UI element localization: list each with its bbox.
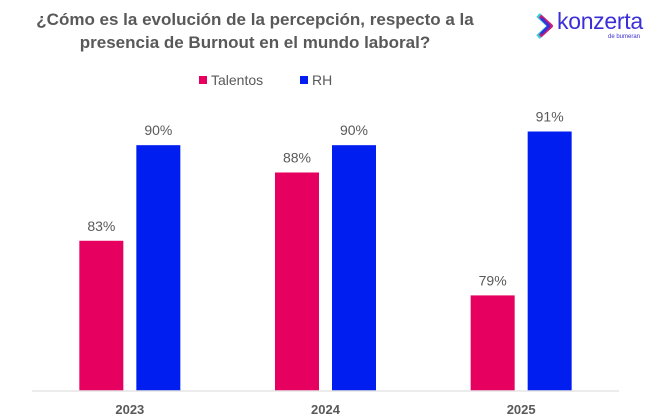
chart-title-line-2: presencia de Burnout en el mundo laboral… <box>79 33 431 52</box>
logo-wordmark: konzerta <box>557 8 643 34</box>
bar-talentos-2024 <box>275 172 319 391</box>
chart-title: ¿Cómo es la evolución de la percepción, … <box>20 8 490 54</box>
logo-subtitle: de bumeran <box>608 34 641 40</box>
data-label-rh-2023: 90% <box>144 122 172 138</box>
bar-rh-2024 <box>332 145 376 391</box>
legend-item-talentos: Talentos <box>199 72 263 88</box>
data-label-rh-2024: 90% <box>340 122 368 138</box>
konzerta-logo: konzerta de bumeran <box>536 8 646 45</box>
data-label-talentos-2025: 79% <box>479 272 507 288</box>
bar-talentos-2023 <box>79 240 124 391</box>
legend-swatch-talentos <box>199 76 207 84</box>
logo-chevron-icon <box>536 13 553 39</box>
legend-item-rh: RH <box>300 72 332 88</box>
legend-label-talentos: Talentos <box>211 72 264 88</box>
x-tick-label-2023: 2023 <box>115 402 144 417</box>
data-label-rh-2025: 91% <box>536 109 564 125</box>
bar-talentos-2025 <box>470 295 515 391</box>
x-tick-label-2024: 2024 <box>311 402 341 417</box>
data-label-talentos-2023: 83% <box>87 218 115 234</box>
bar-rh-2025 <box>527 131 572 391</box>
legend-swatch-rh <box>300 76 308 84</box>
chart-title-line-1: ¿Cómo es la evolución de la percepción, … <box>36 10 474 29</box>
x-tick-label-2025: 2025 <box>507 402 536 417</box>
data-label-talentos-2024: 88% <box>283 149 311 165</box>
legend: Talentos RH <box>0 72 661 90</box>
legend-label-rh: RH <box>312 72 333 88</box>
bar-rh-2023 <box>136 145 181 391</box>
